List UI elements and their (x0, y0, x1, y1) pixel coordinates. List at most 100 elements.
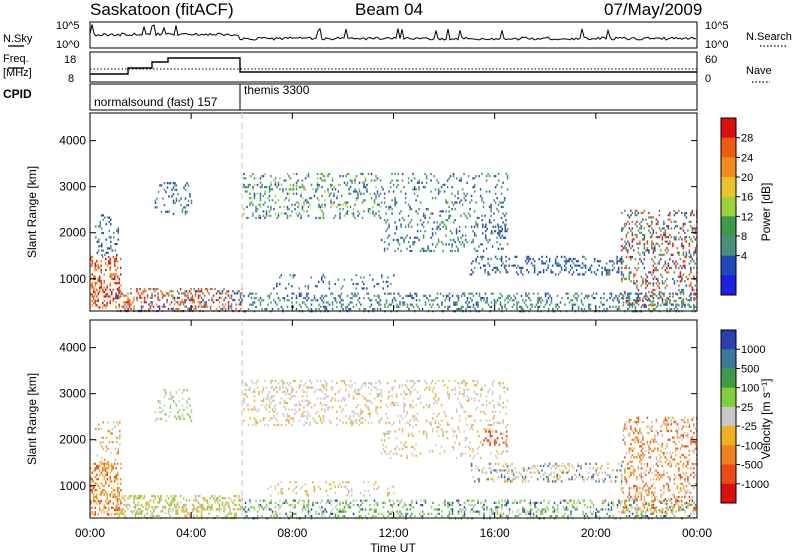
range-gate-cell (403, 408, 405, 411)
range-gate-cell (630, 255, 632, 259)
range-gate-cell (120, 467, 122, 470)
range-gate-cell (220, 508, 222, 511)
range-gate-cell (300, 216, 302, 220)
range-gate-cell (174, 182, 176, 185)
range-gate-cell (166, 301, 168, 304)
range-gate-cell (270, 292, 272, 295)
range-gate-cell (649, 512, 652, 515)
range-gate-cell (274, 485, 277, 488)
range-gate-cell (646, 240, 649, 243)
range-gate-cell (342, 510, 344, 513)
range-gate-cell (358, 423, 361, 427)
range-gate-cell (282, 386, 284, 389)
range-gate-cell (339, 301, 341, 304)
range-gate-cell (229, 497, 231, 500)
range-gate-cell (330, 421, 332, 424)
range-gate-cell (145, 290, 147, 293)
range-gate-cell (603, 307, 605, 311)
range-gate-cell (259, 192, 262, 195)
range-gate-cell (657, 304, 659, 307)
range-gate-cell (688, 514, 691, 518)
range-gate-cell (416, 223, 419, 226)
range-gate-cell (244, 393, 247, 396)
range-gate-cell (103, 299, 105, 302)
range-gate-cell (322, 415, 325, 418)
range-gate-cell (401, 448, 404, 451)
range-gate-cell (98, 240, 100, 243)
range-gate-cell (592, 510, 595, 513)
range-gate-cell (411, 512, 413, 515)
range-gate-cell (646, 275, 649, 278)
range-gate-cell (268, 296, 271, 300)
range-gate-cell (256, 208, 259, 211)
range-gate-cell (315, 412, 317, 416)
range-gate-cell (403, 503, 406, 507)
range-gate-cell (325, 510, 328, 513)
range-gate-cell (690, 296, 692, 300)
range-gate-cell (410, 404, 413, 407)
range-gate-cell (507, 501, 509, 504)
range-gate-cell (104, 216, 106, 219)
range-gate-cell (90, 257, 92, 261)
range-gate-cell (288, 192, 290, 195)
range-gate-cell (640, 220, 643, 223)
range-gate-cell (675, 264, 677, 267)
range-gate-cell (345, 415, 347, 418)
range-gate-cell (395, 225, 398, 228)
range-gate-cell (431, 390, 434, 394)
range-gate-cell (600, 508, 602, 511)
range-gate-cell (226, 501, 228, 504)
range-gate-cell (316, 181, 319, 184)
range-gate-cell (658, 214, 661, 217)
range-gate-cell (238, 508, 240, 511)
range-gate-cell (394, 199, 396, 202)
range-gate-cell (325, 305, 328, 308)
range-gate-cell (466, 299, 469, 302)
range-gate-cell (684, 255, 686, 259)
range-gate-cell (218, 296, 221, 299)
range-gate-cell (506, 230, 508, 233)
range-gate-cell (590, 271, 593, 274)
range-gate-cell (316, 285, 319, 288)
range-gate-cell (295, 172, 298, 176)
range-gate-cell (303, 301, 305, 304)
range-gate-cell (639, 240, 641, 243)
range-gate-cell (391, 423, 393, 427)
range-gate-cell (630, 247, 632, 250)
range-gate-cell (388, 492, 391, 495)
range-gate-cell (247, 186, 250, 189)
range-gate-cell (666, 284, 668, 287)
range-gate-cell (117, 482, 119, 485)
range-gate-cell (357, 282, 359, 286)
range-gate-cell (693, 305, 695, 308)
range-gate-cell (450, 508, 452, 511)
range-gate-cell (690, 512, 692, 515)
range-gate-cell (255, 216, 257, 220)
range-gate-cell (137, 292, 140, 295)
range-gate-cell (386, 432, 389, 435)
range-gate-cell (188, 514, 191, 517)
range-gate-cell (591, 501, 593, 504)
range-gate-cell (282, 384, 284, 387)
range-gate-cell (648, 304, 650, 307)
range-gate-cell (585, 512, 587, 515)
range-gate-cell (391, 401, 393, 405)
range-gate-cell (367, 481, 370, 484)
range-gate-cell (652, 269, 655, 272)
range-gate-cell (473, 183, 476, 187)
range-gate-cell (679, 271, 682, 274)
range-gate-cell (404, 225, 407, 228)
range-gate-cell (270, 301, 272, 304)
range-gate-cell (406, 393, 408, 396)
range-gate-cell (634, 222, 637, 226)
range-gate-cell (429, 294, 431, 297)
range-gate-cell (485, 223, 487, 226)
range-gate-cell (580, 307, 583, 311)
range-gate-cell (455, 230, 458, 233)
range-gate-cell (306, 492, 308, 495)
range-gate-cell (563, 264, 566, 267)
range-gate-cell (621, 227, 623, 230)
range-gate-cell (391, 388, 393, 391)
range-gate-cell (283, 205, 286, 209)
range-gate-cell (636, 269, 638, 272)
